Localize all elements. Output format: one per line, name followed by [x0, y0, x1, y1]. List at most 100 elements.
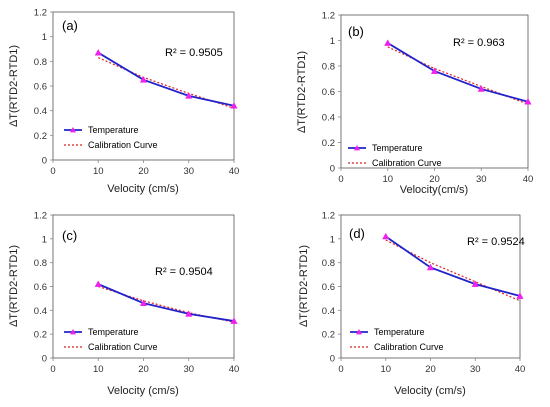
x-tick-label: 40 [229, 364, 240, 375]
temperature-data-point [185, 310, 193, 317]
chart-legend: Temperature Calibration Curve [350, 327, 444, 352]
temperature-data-point [471, 280, 479, 287]
legend-temperature-marker-icon [356, 329, 362, 335]
temperature-data-point [230, 102, 238, 109]
legend-calibration-label: Calibration Curve [372, 158, 442, 168]
y-tick-label: 0 [42, 354, 47, 365]
y-tick-label: 0.8 [34, 57, 47, 68]
chart-panel-d: 0 0.2 0.4 0.6 0.8 1 1.2 0 10 20 30 40 Velocity (cm/s… [298, 211, 525, 398]
y-tick-label: 1.2 [322, 11, 335, 22]
y-tick-label: 0.8 [34, 258, 47, 269]
legend-temperature-label: Temperature [88, 125, 139, 135]
x-tick-label: 30 [183, 364, 194, 375]
x-tick-label: 0 [338, 364, 343, 375]
x-axis-title: Velocity (cm/s) [394, 385, 466, 397]
legend-temperature-label: Temperature [88, 327, 139, 337]
y-tick-label: 0.2 [322, 330, 335, 341]
x-tick-label: 0 [338, 174, 343, 185]
x-tick-label: 40 [515, 364, 526, 375]
legend-temperature-marker-icon [70, 329, 76, 335]
temperature-data-point [139, 299, 148, 306]
chart-legend: Temperature Calibration Curve [64, 327, 158, 352]
y-tick-label: 0 [42, 156, 47, 167]
panel-label: (c) [62, 228, 77, 243]
x-tick-label: 20 [138, 166, 149, 177]
y-tick-label: 1 [42, 32, 47, 43]
x-tick-label: 10 [380, 364, 391, 375]
calibration-curve-line [385, 239, 521, 302]
y-tick-label: 1 [330, 234, 335, 245]
x-axis-title: Velocity (cm/s) [107, 385, 179, 397]
temperature-series-line [97, 51, 235, 107]
y-axis-title: ΔT(RTD2-RTD1) [8, 245, 20, 327]
r-squared-label: R² = 0.963 [453, 37, 505, 49]
y-tick-label: 1.2 [34, 8, 47, 19]
x-tick-label: 40 [523, 174, 534, 185]
temperature-data-point [426, 263, 435, 271]
x-tick-label: 30 [183, 166, 194, 177]
chart-legend: Temperature Calibration Curve [348, 143, 442, 168]
x-tick-label: 20 [429, 174, 440, 185]
y-tick-label: 0.2 [322, 138, 335, 149]
y-axis-title: ΔT(RTD2-RTD1) [296, 51, 308, 133]
y-tick-label: 1 [330, 36, 335, 47]
y-tick-label: 0.6 [322, 282, 335, 293]
legend-calibration-label: Calibration Curve [88, 140, 158, 150]
x-tick-label: 30 [470, 364, 481, 375]
r-squared-label: R² = 0.9524 [467, 236, 525, 248]
y-tick-label: 0.4 [322, 113, 335, 124]
x-tick-label: 10 [93, 166, 104, 177]
chart-legend: Temperature Calibration Curve [64, 125, 158, 150]
temperature-data-point [430, 67, 439, 74]
y-axis-title: ΔT(RTD2-RTD1) [8, 45, 20, 127]
y-tick-label: 0.4 [322, 306, 335, 317]
temperature-data-point [230, 317, 238, 324]
temperature-data-point [524, 97, 532, 105]
x-axis-title: Velocity(cm/s) [400, 184, 468, 196]
y-tick-label: 0.6 [34, 82, 47, 93]
x-tick-label: 30 [476, 174, 487, 185]
legend-temperature-marker-icon [354, 145, 360, 151]
temperature-data-point [139, 76, 148, 83]
legend-calibration-label: Calibration Curve [88, 342, 158, 352]
plot-frame [52, 214, 235, 359]
panel-label: (b) [348, 24, 364, 39]
y-tick-label: 1 [42, 234, 47, 245]
temperature-data-point [477, 85, 485, 92]
panel-label: (a) [62, 18, 78, 33]
temperature-data-point [185, 92, 193, 99]
x-axis-title: Velocity (cm/s) [107, 183, 179, 195]
plot-frame [52, 11, 235, 161]
y-tick-label: 1.2 [322, 211, 335, 222]
y-tick-label: 0.4 [34, 306, 47, 317]
chart-panel-c: 0 0.2 0.4 0.6 0.8 1 1.2 0 10 20 30 40 Velocity (cm/s… [8, 211, 239, 398]
temperature-series-line [97, 283, 235, 322]
x-tick-label: 20 [138, 364, 149, 375]
x-tick-label: 20 [425, 364, 436, 375]
x-tick-label: 0 [50, 364, 55, 375]
x-tick-label: 10 [382, 174, 393, 185]
y-tick-label: 0.4 [34, 106, 47, 117]
legend-temperature-marker-icon [70, 127, 76, 133]
panel-label: (d) [349, 226, 365, 241]
y-tick-label: 1.2 [34, 211, 47, 222]
y-tick-label: 0.2 [34, 330, 47, 341]
chart-panel-b: 0 0.2 0.4 0.6 0.8 1 1.2 0 10 20 30 40 Velocity(cm/s)… [296, 11, 533, 197]
r-squared-label: R² = 0.9504 [155, 266, 213, 278]
y-tick-label: 0.6 [34, 282, 47, 293]
legend-calibration-label: Calibration Curve [374, 342, 444, 352]
y-tick-label: 0 [330, 354, 335, 365]
y-tick-label: 0.8 [322, 62, 335, 73]
y-tick-label: 0.2 [34, 131, 47, 142]
legend-temperature-label: Temperature [372, 143, 423, 153]
temperature-data-point [94, 48, 102, 56]
y-axis-title: ΔT(RTD2-RTD1) [298, 245, 310, 327]
temperature-data-point [384, 39, 392, 46]
temperature-series-line [387, 42, 529, 103]
x-tick-label: 10 [93, 364, 104, 375]
temperature-series-line [385, 235, 521, 297]
chart-panel-a: 0 0.2 0.4 0.6 0.8 1 1.2 0 10 20 30 40 Velocity (cm/s… [8, 8, 239, 196]
r-squared-label: R² = 0.9505 [165, 47, 223, 59]
